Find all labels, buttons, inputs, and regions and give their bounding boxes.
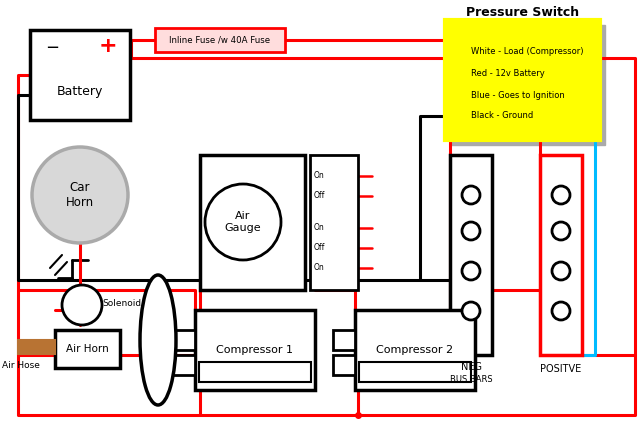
FancyBboxPatch shape xyxy=(450,155,492,355)
Circle shape xyxy=(462,262,480,280)
Text: Battery: Battery xyxy=(57,85,103,98)
FancyBboxPatch shape xyxy=(333,355,355,375)
Text: Off: Off xyxy=(314,191,325,201)
Text: Blue - Goes to Ignition: Blue - Goes to Ignition xyxy=(471,92,564,101)
Text: BUS BARS: BUS BARS xyxy=(450,376,492,384)
FancyBboxPatch shape xyxy=(445,20,600,140)
FancyBboxPatch shape xyxy=(355,310,475,390)
Text: Compressor 2: Compressor 2 xyxy=(376,345,454,355)
Text: ─: ─ xyxy=(47,39,57,57)
Text: Black - Ground: Black - Ground xyxy=(471,112,533,121)
Circle shape xyxy=(552,262,570,280)
Ellipse shape xyxy=(140,275,176,405)
FancyBboxPatch shape xyxy=(199,362,311,382)
FancyBboxPatch shape xyxy=(450,25,605,145)
Text: Air Horn: Air Horn xyxy=(66,344,109,354)
Text: POSITVE: POSITVE xyxy=(540,364,582,374)
FancyBboxPatch shape xyxy=(55,330,120,368)
Text: On: On xyxy=(314,263,324,272)
FancyBboxPatch shape xyxy=(540,155,582,355)
FancyBboxPatch shape xyxy=(200,155,305,290)
Text: Inline Fuse /w 40A Fuse: Inline Fuse /w 40A Fuse xyxy=(170,36,271,44)
Text: Off: Off xyxy=(314,243,325,252)
FancyBboxPatch shape xyxy=(333,330,355,350)
Circle shape xyxy=(462,186,480,204)
FancyBboxPatch shape xyxy=(18,340,55,354)
Circle shape xyxy=(205,184,281,260)
Circle shape xyxy=(462,302,480,320)
FancyBboxPatch shape xyxy=(359,362,471,382)
Text: On: On xyxy=(314,223,324,232)
Text: +: + xyxy=(99,36,117,56)
FancyBboxPatch shape xyxy=(173,355,195,375)
Text: Solenoid: Solenoid xyxy=(102,299,141,307)
Text: Compressor 1: Compressor 1 xyxy=(216,345,294,355)
FancyBboxPatch shape xyxy=(195,310,315,390)
Circle shape xyxy=(62,285,102,325)
Circle shape xyxy=(32,147,128,243)
Text: Car
Horn: Car Horn xyxy=(66,181,94,209)
FancyBboxPatch shape xyxy=(173,330,195,350)
Text: Air
Gauge: Air Gauge xyxy=(225,211,261,233)
Text: Air Hose: Air Hose xyxy=(2,360,40,369)
FancyBboxPatch shape xyxy=(155,28,285,52)
Text: NEG: NEG xyxy=(461,362,481,372)
Text: White - Load (Compressor): White - Load (Compressor) xyxy=(471,48,584,57)
Text: Pressure Switch: Pressure Switch xyxy=(466,5,579,19)
Circle shape xyxy=(552,302,570,320)
Text: On: On xyxy=(314,171,324,181)
Text: Red - 12v Battery: Red - 12v Battery xyxy=(471,69,545,78)
Circle shape xyxy=(552,186,570,204)
FancyBboxPatch shape xyxy=(30,30,130,120)
FancyBboxPatch shape xyxy=(310,155,358,290)
Circle shape xyxy=(462,222,480,240)
Circle shape xyxy=(552,222,570,240)
